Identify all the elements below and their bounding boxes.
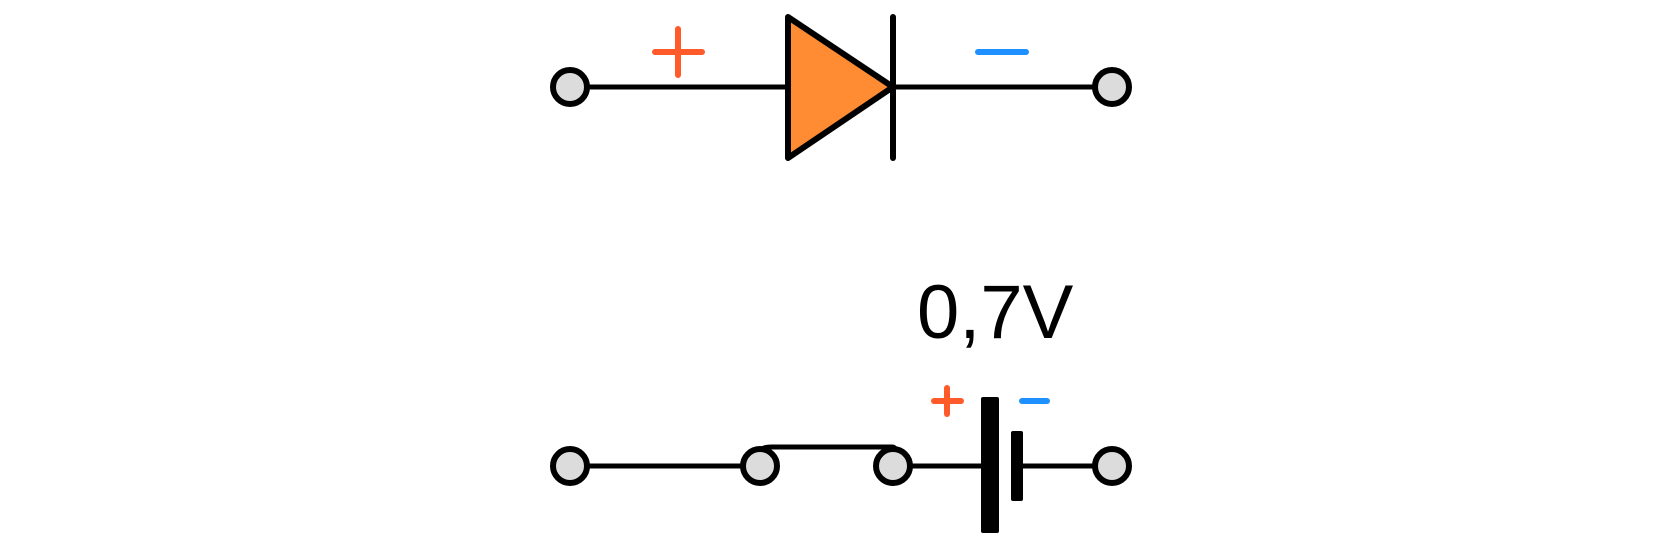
switch-lever xyxy=(757,444,898,454)
battery-positive-plate xyxy=(981,397,999,533)
terminal-icon xyxy=(1092,67,1132,107)
terminal-icon xyxy=(740,446,780,486)
terminal-icon xyxy=(873,446,913,486)
diode-icon xyxy=(785,14,896,161)
battery-plus-sign xyxy=(931,385,964,417)
terminal-icon xyxy=(1092,446,1132,486)
voltage-label: 0,7V xyxy=(917,270,1074,355)
anode-plus-sign xyxy=(652,26,705,78)
terminal-icon xyxy=(550,67,590,107)
diode-circuit xyxy=(550,14,1132,161)
equivalent-circuit: 0,7V xyxy=(550,270,1132,533)
switch-icon xyxy=(740,444,913,486)
terminal-icon xyxy=(550,446,590,486)
